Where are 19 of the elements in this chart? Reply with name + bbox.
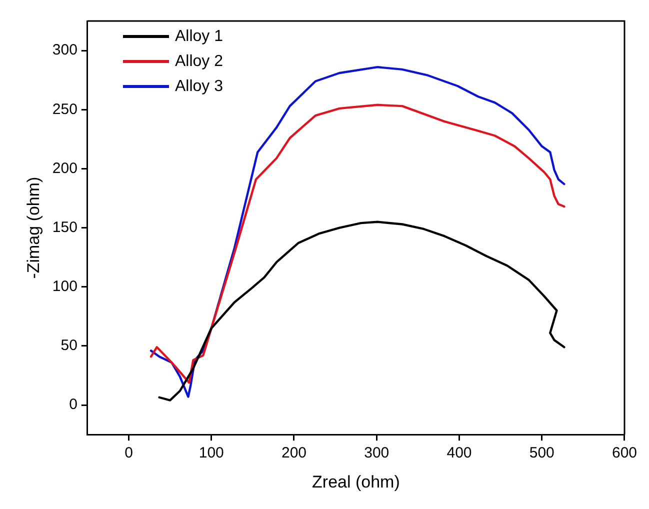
x-axis-title: Zreal (ohm) bbox=[312, 472, 400, 492]
x-tick-label: 0 bbox=[124, 444, 133, 462]
y-tick-label: 300 bbox=[52, 42, 78, 59]
x-tick-label: 300 bbox=[364, 444, 390, 462]
y-tick-label: 250 bbox=[52, 100, 78, 118]
x-tick-label: 200 bbox=[281, 444, 307, 462]
y-tick-label: 200 bbox=[52, 160, 78, 177]
y-tick-label: 50 bbox=[60, 337, 78, 354]
legend-label: Alloy 3 bbox=[175, 78, 224, 96]
y-axis-title: -Zimag (ohm) bbox=[24, 176, 43, 279]
x-tick-label: 100 bbox=[198, 444, 224, 462]
x-tick-label: 600 bbox=[612, 444, 637, 462]
x-tick-label: 500 bbox=[529, 444, 554, 462]
legend-label: Alloy 1 bbox=[175, 28, 224, 46]
x-tick-label: 400 bbox=[446, 444, 472, 462]
y-tick-label: 0 bbox=[69, 396, 78, 414]
y-tick-label: 150 bbox=[52, 218, 78, 236]
legend-label: Alloy 2 bbox=[175, 52, 224, 70]
y-tick-label: 100 bbox=[52, 278, 78, 296]
